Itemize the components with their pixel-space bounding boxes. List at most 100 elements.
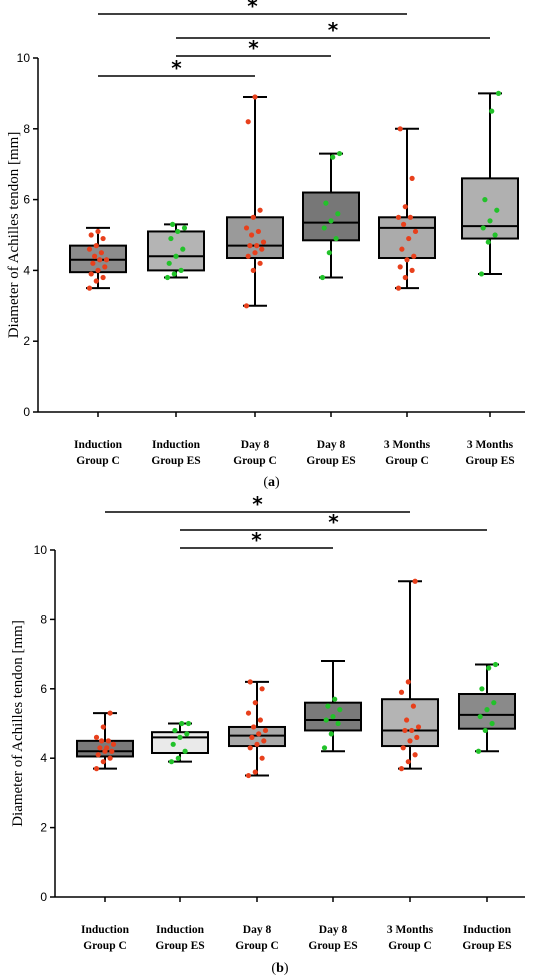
x-category-label: Group C bbox=[388, 940, 432, 952]
data-point bbox=[170, 221, 176, 227]
x-category-label: 3 Months bbox=[384, 439, 431, 451]
data-point bbox=[171, 271, 177, 277]
y-tick-label: 0 bbox=[40, 890, 47, 904]
x-category-label: Group C bbox=[83, 940, 127, 952]
chart-panel-b: 0 2 4 6 8 10 Diameter of Achilles tendon [mm] I… bbox=[10, 492, 525, 976]
data-point bbox=[98, 250, 104, 256]
data-point bbox=[184, 731, 190, 737]
data-point bbox=[95, 228, 101, 235]
data-point bbox=[259, 246, 265, 252]
data-point bbox=[90, 260, 96, 266]
data-point bbox=[109, 748, 115, 754]
data-point bbox=[259, 686, 265, 692]
data-point bbox=[254, 243, 260, 249]
data-point bbox=[410, 703, 416, 709]
data-point bbox=[250, 214, 256, 220]
data-point bbox=[397, 264, 403, 270]
data-point bbox=[102, 264, 108, 270]
data-point bbox=[407, 738, 413, 744]
y-tick-label: 4 bbox=[40, 751, 47, 765]
data-point bbox=[261, 738, 267, 744]
y-axis-label: Diameter of Achilles tendon [mm] bbox=[10, 620, 26, 827]
data-point bbox=[323, 717, 329, 723]
data-point bbox=[395, 285, 402, 291]
x-category-label: 3 Months bbox=[467, 439, 514, 451]
data-point bbox=[489, 720, 495, 727]
data-point bbox=[415, 724, 422, 730]
x-category-label: Group ES bbox=[151, 455, 200, 467]
data-point bbox=[404, 717, 410, 723]
data-point bbox=[93, 243, 99, 249]
x-category-label: Day 8 bbox=[241, 439, 270, 451]
y-tick-label: 0 bbox=[23, 405, 30, 419]
data-point bbox=[398, 689, 405, 695]
data-point bbox=[323, 200, 329, 206]
data-point bbox=[100, 235, 106, 242]
significance-star: * bbox=[328, 510, 339, 534]
data-point bbox=[249, 734, 255, 740]
data-point bbox=[97, 257, 103, 263]
data-point bbox=[480, 225, 486, 231]
data-point bbox=[485, 239, 491, 245]
data-point bbox=[243, 225, 250, 231]
data-point bbox=[409, 727, 415, 734]
data-point bbox=[95, 267, 101, 273]
data-point bbox=[259, 755, 265, 761]
x-category-label: 3 Months bbox=[387, 924, 434, 936]
data-point bbox=[179, 720, 185, 727]
data-point bbox=[181, 225, 188, 231]
x-category-label: Group C bbox=[76, 455, 120, 467]
data-point bbox=[247, 243, 253, 249]
data-point bbox=[491, 700, 497, 706]
data-point bbox=[97, 745, 103, 751]
y-tick-label: 6 bbox=[23, 193, 30, 207]
data-point bbox=[110, 741, 117, 747]
data-point bbox=[104, 745, 110, 751]
data-point bbox=[336, 150, 343, 157]
data-point bbox=[486, 665, 492, 671]
data-point bbox=[406, 235, 412, 242]
data-point bbox=[494, 207, 500, 213]
data-point bbox=[479, 686, 485, 692]
data-point bbox=[414, 734, 420, 740]
x-category-label: Group ES bbox=[155, 940, 204, 952]
data-point bbox=[409, 175, 415, 181]
significance-star: * bbox=[328, 18, 339, 42]
data-point bbox=[252, 250, 258, 256]
significance-star: * bbox=[251, 528, 262, 552]
y-axis-label: Diameter of Achilles tendon [mm] bbox=[6, 132, 22, 339]
data-point bbox=[257, 260, 263, 266]
data-point bbox=[166, 260, 172, 266]
data-point bbox=[185, 720, 192, 727]
data-point bbox=[175, 228, 181, 235]
data-point bbox=[100, 759, 106, 765]
data-point bbox=[484, 707, 490, 713]
data-point bbox=[482, 197, 488, 203]
data-point bbox=[326, 250, 332, 256]
data-point bbox=[402, 274, 408, 281]
data-point bbox=[332, 696, 338, 702]
data-point bbox=[245, 772, 252, 779]
data-point bbox=[412, 578, 418, 584]
data-point bbox=[178, 267, 184, 273]
data-point bbox=[257, 207, 263, 213]
y-tick-label: 10 bbox=[17, 51, 31, 65]
data-point bbox=[168, 759, 175, 765]
data-point bbox=[477, 713, 483, 720]
data-point bbox=[333, 235, 339, 242]
data-point bbox=[395, 214, 402, 220]
x-category-label: Induction bbox=[81, 924, 130, 936]
data-point bbox=[250, 267, 256, 273]
data-point bbox=[180, 246, 186, 252]
panel-label: (b) bbox=[271, 961, 288, 976]
significance-star: * bbox=[248, 36, 259, 60]
x-category-label: Induction bbox=[152, 439, 201, 451]
data-point bbox=[247, 679, 253, 685]
y-tick-label: 2 bbox=[40, 821, 47, 835]
data-point bbox=[412, 228, 419, 235]
x-category-label: Group ES bbox=[308, 940, 357, 952]
y-tick-label: 8 bbox=[40, 612, 47, 626]
x-category-label: Group C bbox=[235, 940, 279, 952]
data-point bbox=[398, 766, 405, 772]
